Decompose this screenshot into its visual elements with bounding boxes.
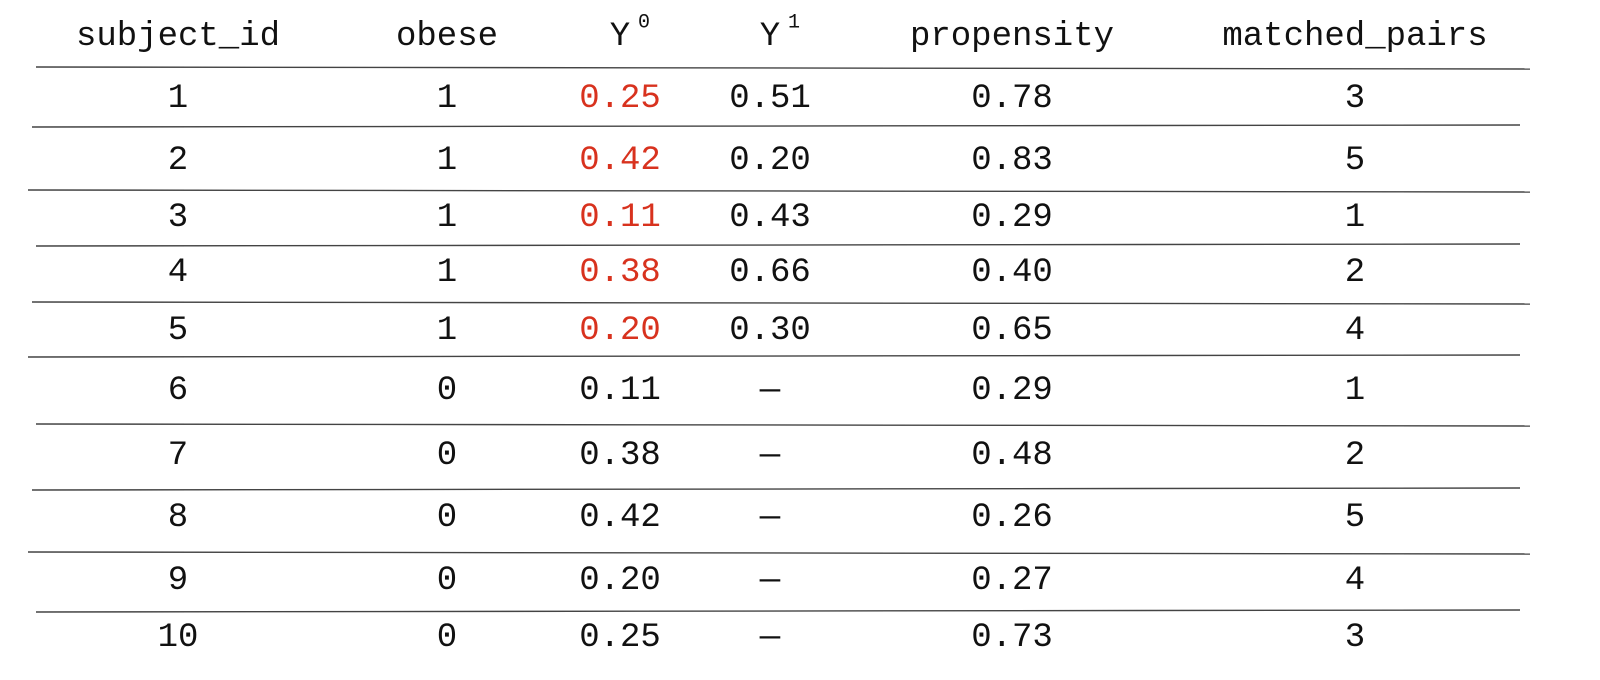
column-header: obese [396,18,498,56]
table-cell: 1 [437,254,457,292]
column-header: subject_id [76,18,280,56]
table-cell: 0 [437,372,457,410]
table-cell: 0.20 [579,562,661,600]
table-cell: — [759,562,781,600]
table-cell: 0.78 [971,80,1053,118]
table-cell: 0 [437,437,457,475]
row-separator [27,189,1531,193]
row-separator [31,487,1521,491]
row-separator [31,301,1531,305]
column-header: Y [760,18,780,56]
table-cell: 4 [1345,562,1365,600]
table-cell: 6 [168,372,188,410]
table-cell: 2 [1345,437,1365,475]
row-separator [35,66,1531,70]
table-cell: 0.43 [729,199,811,237]
table-cell: 1 [437,80,457,118]
table-cell: 0.27 [971,562,1053,600]
table-cell: — [759,437,781,475]
table-cell: 0 [437,619,457,657]
table-cell: 0.42 [579,499,661,537]
table-cell: 5 [168,312,188,350]
table-cell: 10 [158,619,199,657]
table-cell: 0.29 [971,199,1053,237]
table-cell: 0 [437,499,457,537]
table-cell: 8 [168,499,188,537]
table-cell: — [759,499,781,537]
table-cell: 2 [1345,254,1365,292]
table-cell: 0.73 [971,619,1053,657]
table-cell: 0.38 [579,254,661,292]
table-cell: 1 [1345,372,1365,410]
table-cell: 1 [437,142,457,180]
table-cell: 0.40 [971,254,1053,292]
table-cell: 0.11 [579,372,661,410]
row-separator [35,243,1521,247]
table-cell: 1 [437,199,457,237]
column-header-superscript: 0 [638,11,650,34]
table-cell: 4 [1345,312,1365,350]
table-cell: 0.20 [729,142,811,180]
table-cell: 0.83 [971,142,1053,180]
column-header: propensity [910,18,1114,56]
table-cell: 0 [437,562,457,600]
table-cell: 0.29 [971,372,1053,410]
table-cell: 7 [168,437,188,475]
row-separator [27,354,1521,358]
table-cell: 3 [1345,80,1365,118]
table-cell: 3 [168,199,188,237]
table-cell: — [759,372,781,410]
table-cell: 0.26 [971,499,1053,537]
row-separator [35,423,1531,427]
row-separator [31,124,1521,128]
table-cell: 0.65 [971,312,1053,350]
column-header: matched_pairs [1222,18,1487,56]
column-header-superscript: 1 [788,11,800,34]
table-cell: 1 [437,312,457,350]
table-cell: 5 [1345,499,1365,537]
row-separator [27,551,1531,555]
table-cell: 0.25 [579,619,661,657]
table-cell: 4 [168,254,188,292]
table-cell: 0.25 [579,80,661,118]
table-cell: 0.38 [579,437,661,475]
table-cell: 5 [1345,142,1365,180]
table-cell: 0.42 [579,142,661,180]
table-cell: 1 [168,80,188,118]
table-cell: 0.51 [729,80,811,118]
table-cell: 2 [168,142,188,180]
column-header: Y [610,18,630,56]
row-separator [35,609,1521,613]
table-cell: 0.66 [729,254,811,292]
table-cell: 0.30 [729,312,811,350]
table-cell: 0.48 [971,437,1053,475]
table-cell: 1 [1345,199,1365,237]
table-cell: 0.20 [579,312,661,350]
table-cell: 0.11 [579,199,661,237]
table-cell: 9 [168,562,188,600]
table-cell: 3 [1345,619,1365,657]
table-cell: — [759,619,781,657]
